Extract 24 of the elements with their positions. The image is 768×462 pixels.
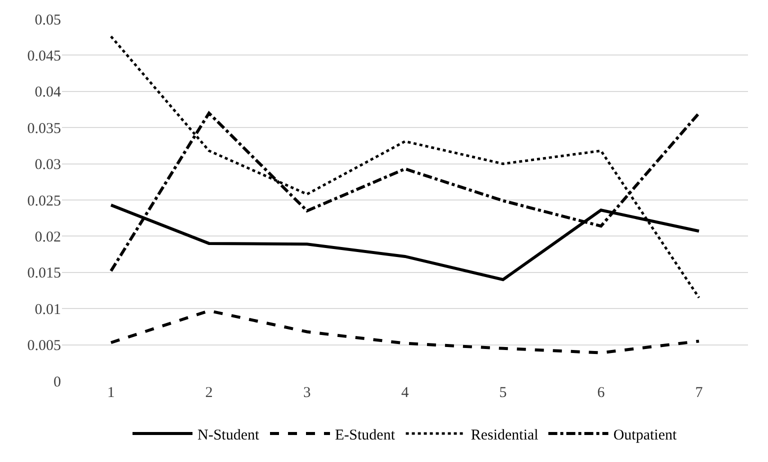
y-tick-label: 0.05 — [34, 12, 61, 28]
x-tick-label: 4 — [401, 385, 410, 401]
y-tick-label: 0.045 — [27, 48, 61, 64]
legend-label: Residential — [470, 427, 538, 444]
legend-label: N-Student — [198, 427, 260, 444]
line-series — [110, 35, 700, 299]
x-tick-label: 1 — [107, 385, 115, 401]
y-tick-label: 0.04 — [34, 84, 62, 101]
y-tick-label: 0.01 — [34, 302, 61, 318]
y-tick-label: 0.015 — [27, 266, 61, 282]
y-tick-label: 0.03 — [34, 157, 61, 174]
legend-label: Outpatient — [613, 427, 678, 444]
line-series — [110, 309, 700, 354]
y-tick-label: 0.005 — [27, 338, 61, 354]
y-tick-label: 0.025 — [27, 193, 61, 210]
legend-label: E-Student — [334, 427, 396, 444]
x-tick-label: 2 — [205, 385, 213, 401]
x-tick-label: 6 — [597, 385, 606, 401]
y-tick-label: 0.035 — [27, 120, 61, 137]
x-tick-label: 3 — [303, 385, 311, 401]
x-tick-label: 5 — [499, 385, 507, 401]
y-tick-label: 0.02 — [34, 229, 61, 246]
y-tick-label: 0 — [54, 374, 61, 390]
x-tick-label: 7 — [695, 385, 704, 401]
